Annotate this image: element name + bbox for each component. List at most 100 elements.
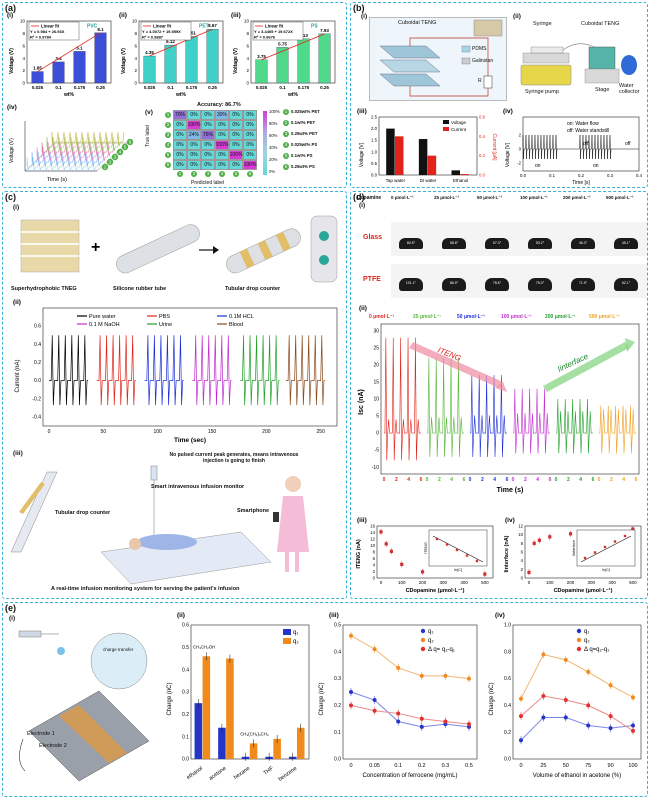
ptfe-droplets: 101.1° 86.9° 78.6° 75.0° 71.9° 62.1° (391, 264, 647, 298)
chart-e-iii: (iii) 0.0 0.1 0.2 0.3 0.4 0.5 0 0.05 0.1 0.2 0.3 0.… (319, 612, 478, 779)
current-trace (96, 335, 136, 406)
bar (143, 55, 156, 84)
plot-frame (380, 323, 640, 475)
plot-frame (512, 624, 642, 760)
x-tick: 0.025 (144, 85, 156, 90)
y-tick: 4 (134, 56, 137, 61)
data-point (532, 541, 536, 545)
cm-cell: 0% (243, 110, 257, 120)
legend-label: Current (451, 127, 467, 132)
y-tick: 10 (518, 532, 523, 537)
y-tick: 8 (134, 31, 137, 36)
y-axis-label: Isc (nA) (358, 389, 365, 415)
teng-schematic: Cuboidal TENG PDMS Galinstan R (369, 17, 507, 101)
x-tick: 400 (460, 580, 468, 585)
y-tick: 0.0 (334, 757, 341, 763)
formula-label: CH₃(CH₂)₄CH₃ (240, 731, 269, 736)
y-tick: 4 (373, 563, 376, 568)
panel-b-label: (b) (353, 3, 365, 13)
data-point (443, 673, 448, 678)
y-tick: 0 (373, 576, 376, 581)
x-tick: 6 (506, 477, 509, 483)
cm-cell: 0% (201, 140, 215, 150)
x-tick: 0 (383, 477, 386, 483)
x-tick: 2 (610, 477, 613, 483)
cm-cell: 0% (243, 120, 257, 130)
fit-r2: R² = 0.9784 (30, 35, 52, 40)
dopamine-label: Dopamine (357, 195, 382, 201)
sub-label: (iv) (505, 517, 515, 524)
x-tick: 6 (592, 477, 595, 483)
bar-q2 (249, 743, 258, 759)
bar-q2 (273, 738, 281, 759)
cm-scale-tick: 60% (269, 133, 278, 138)
cm-col-label: 1 (177, 171, 183, 177)
data-point (608, 714, 613, 719)
x-tick: 0.2 (418, 763, 426, 769)
cm-cell: 100% (215, 140, 229, 150)
legend-label: q₁ (428, 629, 433, 635)
data-point (608, 683, 613, 688)
y2-axis-label: Current [μA] (491, 133, 497, 161)
data-point (349, 703, 353, 708)
bar (164, 44, 177, 84)
y-tick: 0.0 (371, 173, 378, 178)
x-tick: 0.0 (520, 173, 527, 178)
y-tick: 25 (373, 345, 379, 351)
legend-swatch (283, 629, 291, 635)
cm-legend-marker: 1 (283, 109, 289, 115)
cm-scale-tick: 0% (269, 169, 276, 174)
sub-label: (ii) (513, 13, 521, 20)
sub-label: (iv) (7, 104, 17, 111)
x-axis-label: Concentration of ferrocene (mg/mL) (362, 773, 457, 779)
legend-label: q₂ (428, 638, 434, 644)
y-tick: 10 (244, 19, 250, 24)
off-label: off (625, 141, 631, 147)
legend-label: q₁ (293, 630, 298, 636)
y-tick: 10 (20, 19, 26, 24)
ptfe-droplet: 78.6° (485, 278, 509, 291)
series-line (350, 691, 470, 728)
x-tick: 0 (512, 477, 515, 483)
cm-cell: 0% (173, 140, 187, 150)
cm-row-label: 1 (165, 112, 171, 118)
trace-number: 6 (129, 140, 132, 145)
data-point (483, 572, 487, 576)
legend-label: Urine (159, 322, 172, 328)
label-pdms: PDMS (472, 46, 487, 52)
trace-number: 5 (124, 145, 127, 150)
electrode-illustration (18, 630, 150, 782)
x-tick: 4 (536, 477, 539, 483)
cm-cell: 70% (173, 110, 187, 120)
y-tick: 2 (373, 569, 376, 574)
sub-label: (iv) (495, 612, 505, 619)
y-tick: 0.2 (334, 703, 341, 709)
x-axis-label: wt% (287, 92, 299, 98)
y-tick: 0.0 (182, 757, 189, 763)
y-axis-label: Voltage (V) (121, 48, 127, 74)
y-tick: 1.0 (504, 623, 511, 629)
data-point (396, 711, 401, 716)
x-tick: 2 (438, 477, 441, 483)
data-point (586, 723, 591, 728)
y-axis-label: Voltage (V) (233, 48, 239, 74)
bar-current (395, 136, 404, 175)
tube-illustration: + (20, 215, 338, 283)
series-line (520, 716, 634, 741)
inset-point (435, 537, 439, 541)
cm-col-label: 3 (205, 171, 211, 177)
fit-equation: Y = 4.0072 + 19.559X (142, 29, 181, 34)
y-tick: 12 (518, 524, 523, 529)
y-tick: 2.5 (371, 115, 378, 120)
x-tick: 0 (555, 477, 558, 483)
data-point (541, 694, 546, 699)
legend-label: Blood (229, 322, 243, 328)
y-tick: 2 (521, 567, 524, 572)
inset-point (583, 556, 587, 560)
ptfe-droplet: 101.1° (399, 278, 423, 291)
bar-value-label: 3.75 (257, 54, 266, 59)
cm-legend-label: 0.25wt% PS (291, 164, 315, 169)
y-tick: 0.8 (504, 649, 511, 655)
